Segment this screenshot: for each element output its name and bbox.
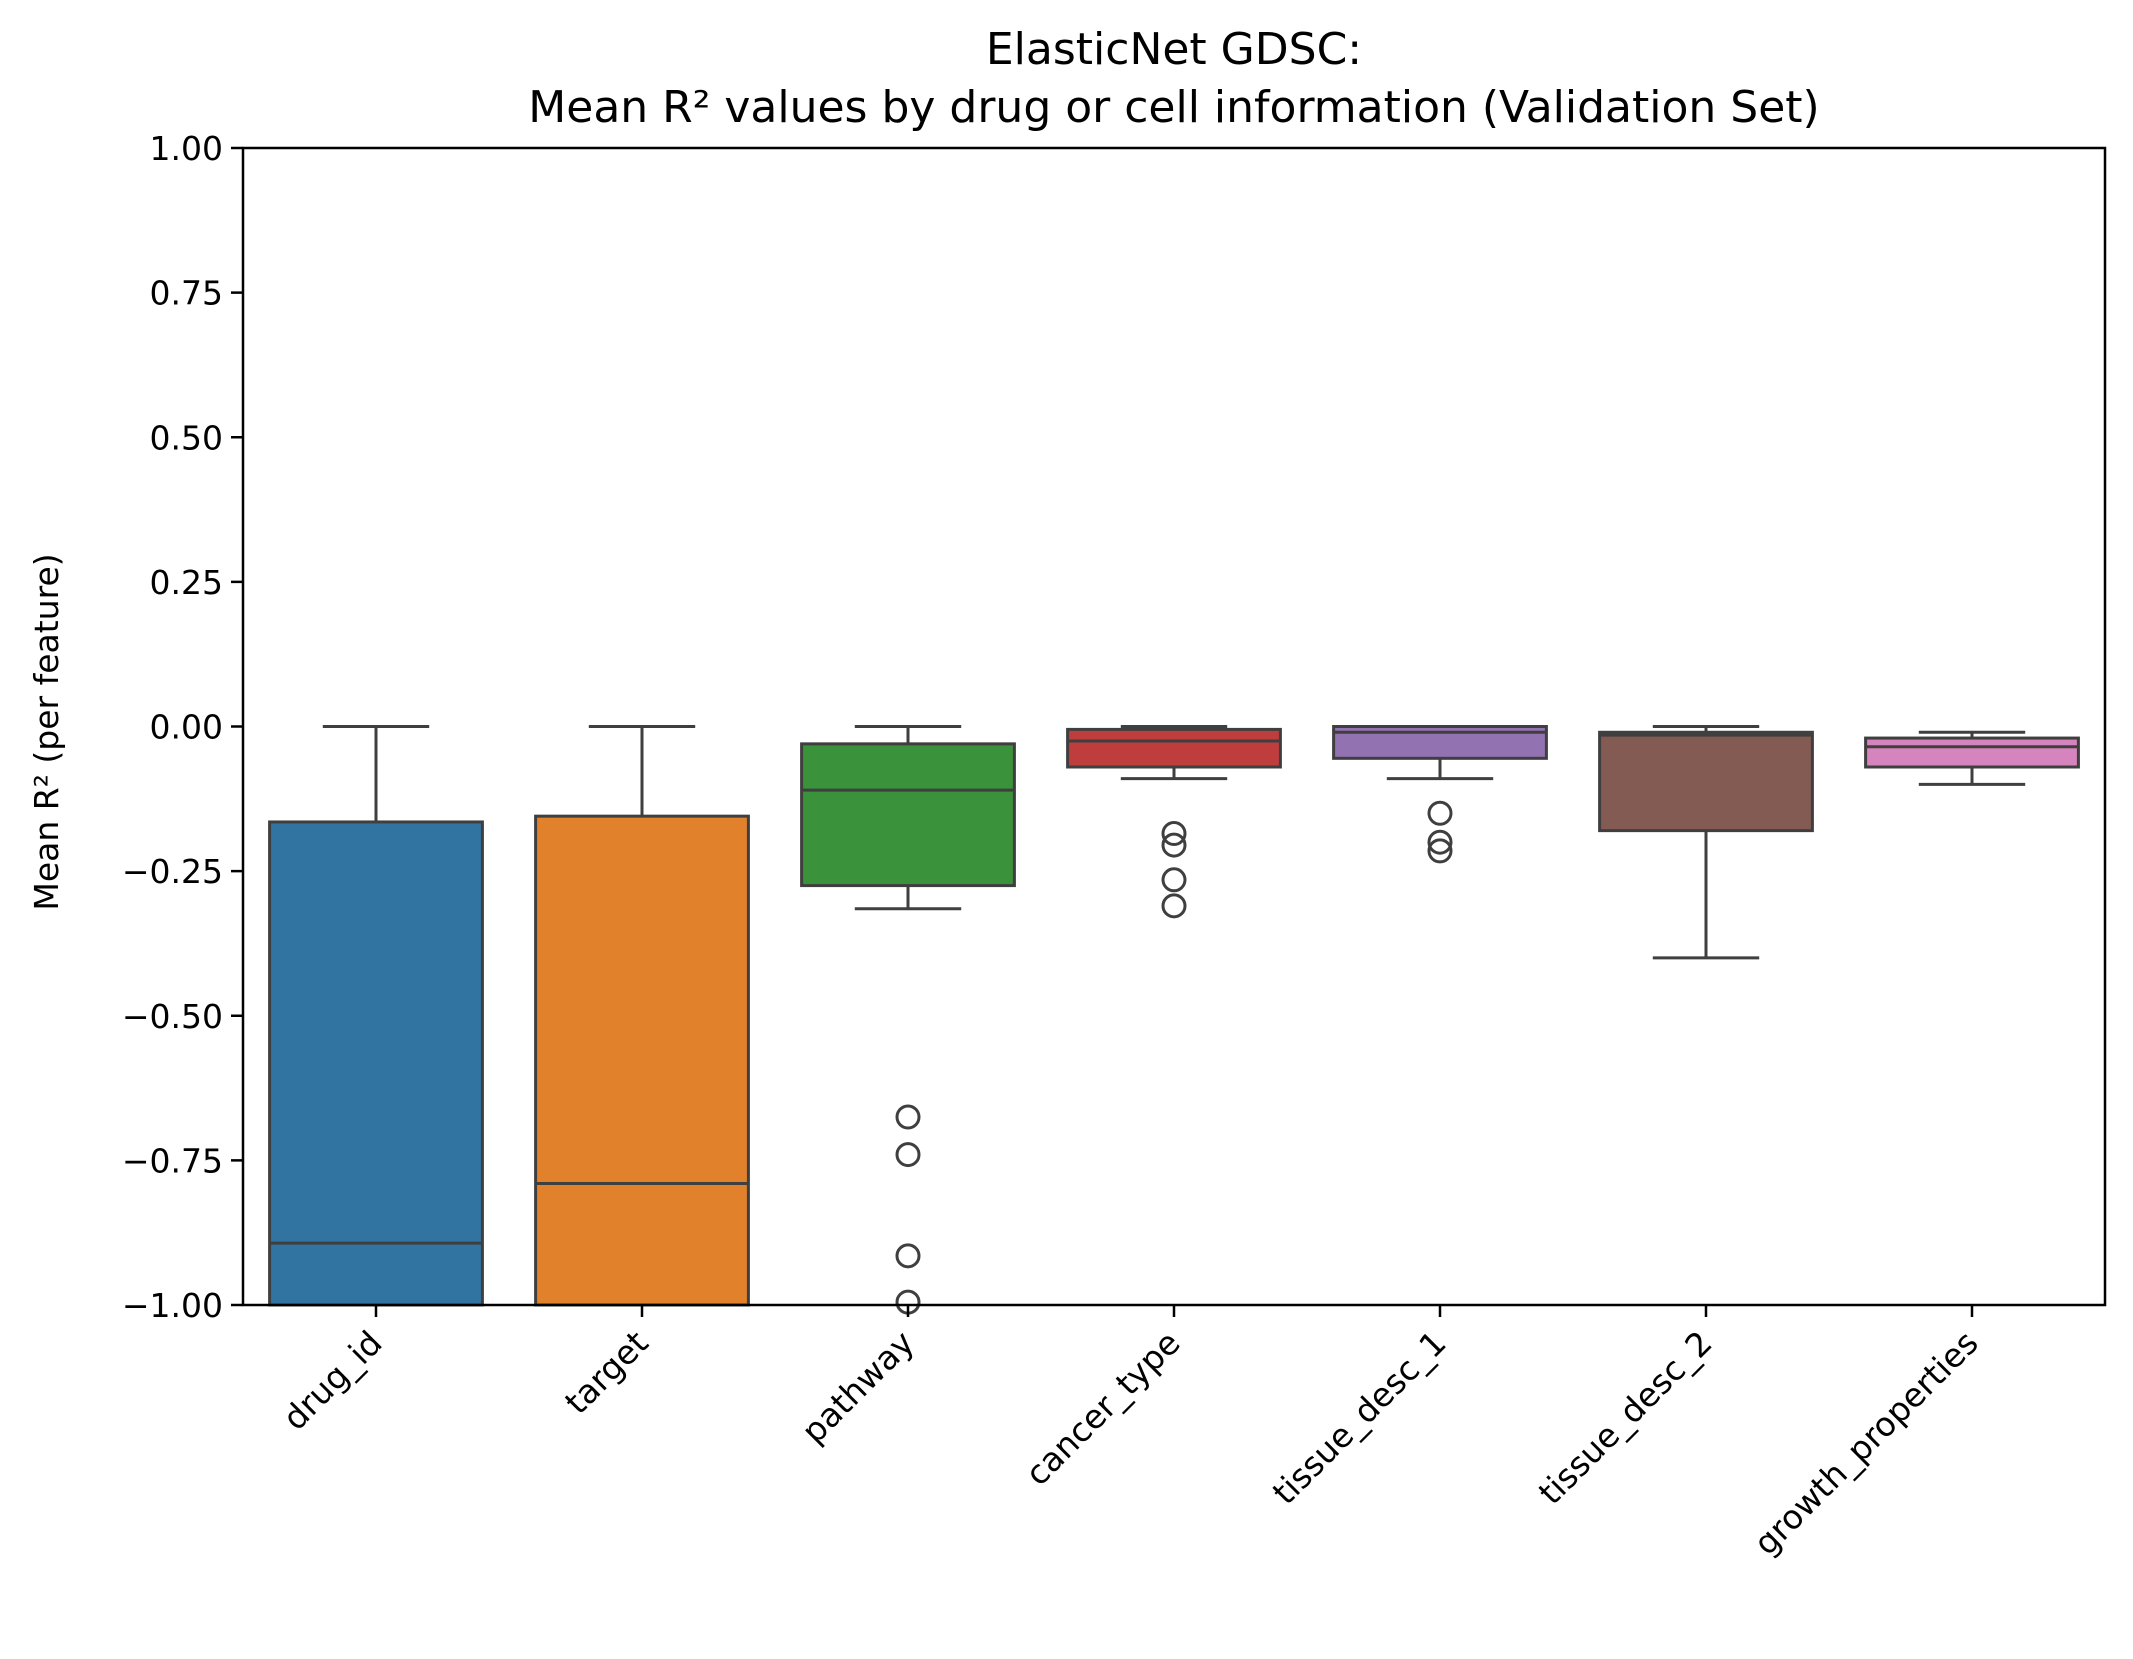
- x-tick-label: pathway: [794, 1323, 922, 1451]
- box-body: [534, 814, 750, 1307]
- x-tick-label: target: [557, 1323, 656, 1422]
- y-tick-label: −1.00: [122, 1286, 223, 1325]
- outlier-point: [1161, 893, 1187, 919]
- box-body: [1066, 727, 1282, 769]
- plot-area: [268, 725, 2080, 1315]
- outlier-point: [1161, 821, 1187, 847]
- outlier-point: [895, 1104, 921, 1130]
- outlier-point: [1427, 829, 1453, 855]
- y-tick-label: −0.75: [122, 1141, 223, 1180]
- box-growth_properties: [1864, 730, 2080, 786]
- y-tick-label: −0.50: [122, 997, 223, 1036]
- box-tissue_desc_1: [1332, 725, 1548, 864]
- outlier-point: [1161, 867, 1187, 893]
- box-cancer_type: [1066, 725, 1282, 919]
- box-tissue_desc_2: [1598, 725, 1814, 960]
- x-tick-label: growth_properties: [1746, 1323, 1986, 1563]
- y-tick-label: 0.25: [150, 563, 223, 602]
- box-target: [534, 725, 750, 1307]
- y-tick-label: 0.75: [150, 274, 223, 313]
- y-tick-label: 0.00: [150, 708, 223, 747]
- chart-subtitle: Mean R² values by drug or cell informati…: [528, 82, 1819, 133]
- outlier-point: [895, 1243, 921, 1269]
- y-tick-label: 1.00: [150, 129, 223, 168]
- box-body: [800, 742, 1016, 888]
- x-tick-label: drug_id: [275, 1323, 390, 1438]
- y-axis-label: Mean R² (per feature): [27, 553, 66, 910]
- box-drug_id: [268, 725, 484, 1307]
- outlier-point: [1161, 832, 1187, 858]
- y-tick-label: 0.50: [150, 418, 223, 457]
- box-pathway: [800, 725, 1016, 1315]
- box-body: [1598, 730, 1814, 833]
- box-body: [268, 820, 484, 1307]
- outlier-point: [895, 1142, 921, 1168]
- x-tick-label: cancer_type: [1018, 1323, 1188, 1493]
- x-tick-label: tissue_desc_1: [1265, 1323, 1454, 1512]
- y-tick-label: −0.25: [122, 852, 223, 891]
- box-body: [1864, 736, 2080, 769]
- x-tick-label: tissue_desc_2: [1531, 1323, 1720, 1512]
- outlier-point: [1427, 838, 1453, 864]
- chart-title: ElasticNet GDSC:: [986, 24, 1362, 75]
- outlier-point: [1427, 800, 1453, 826]
